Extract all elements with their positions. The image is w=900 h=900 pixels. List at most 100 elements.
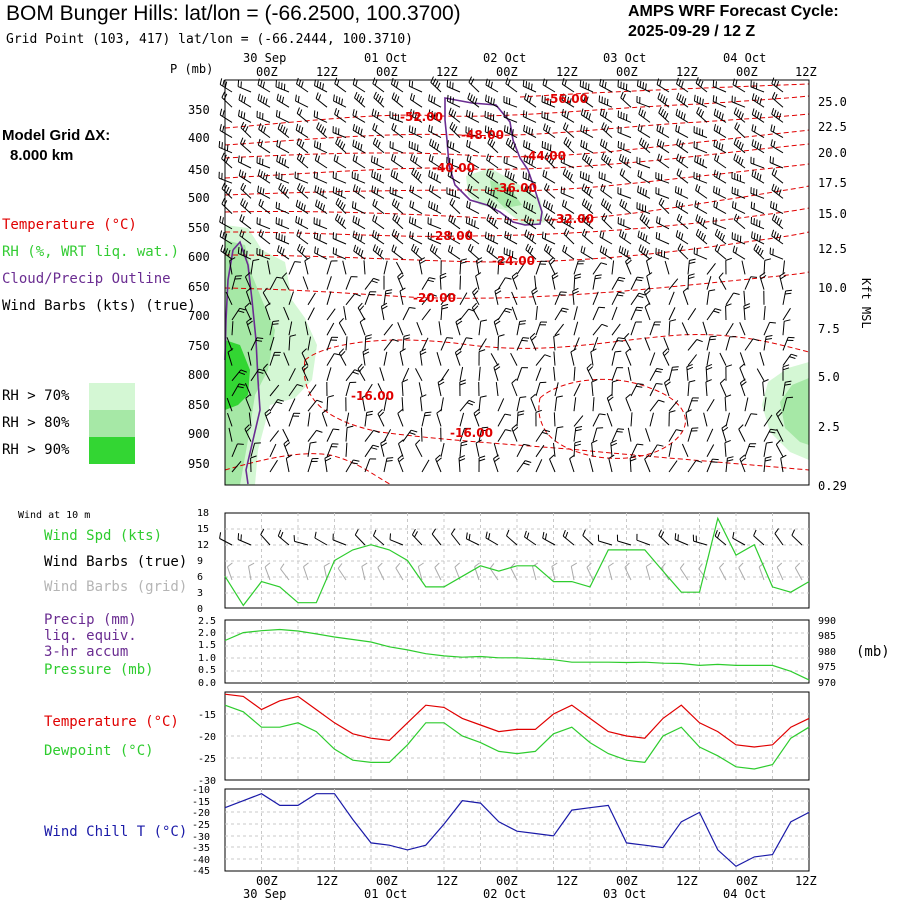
- wind-barb-flag: [683, 113, 686, 120]
- precip-accum-label: 3-hr accum: [44, 644, 129, 660]
- wind-barb-flag: [602, 247, 605, 254]
- wind-barb-staff: [655, 193, 670, 199]
- legend-cloud: Cloud/Precip Outline: [2, 271, 171, 287]
- top-date-04oct: 04 Oct: [723, 51, 766, 65]
- wind-barb-flag: [581, 228, 586, 236]
- wind-barb-flag: [686, 366, 694, 371]
- wind-barb-flag: [336, 155, 339, 163]
- temp-yticks: -15 -20 -25 -30: [198, 710, 216, 787]
- wind-barb-flag: [428, 170, 431, 177]
- wind-barb-flag: [645, 235, 648, 242]
- wind-barb-flag: [575, 429, 582, 432]
- wind-barb-staff: [581, 189, 594, 199]
- wind-barb-flag: [512, 189, 514, 197]
- wind-barb-staff: [771, 113, 784, 123]
- wind-barb-staff: [486, 219, 499, 230]
- wind-barb-flag: [265, 302, 271, 308]
- wind-barb-flag: [581, 183, 585, 190]
- wind-barb-flag: [505, 198, 509, 205]
- wind-barb-flag: [375, 139, 379, 146]
- wind-barb-flag: [430, 293, 437, 297]
- wind-barb-staff: [694, 206, 708, 215]
- wind-barb-flag: [599, 230, 602, 238]
- wind-barb-staff: [643, 291, 651, 306]
- wind-barb-flag: [675, 230, 679, 237]
- wind-barb-flag: [238, 169, 242, 176]
- wind-barb-staff: [664, 260, 670, 275]
- wind-barb-flag: [334, 77, 338, 84]
- wind-barb-flag: [239, 214, 243, 221]
- wind-barb-staff: [238, 161, 252, 169]
- wind-barb-staff: [617, 116, 632, 123]
- wind-barb-flag: [751, 169, 754, 177]
- wind-barb-flag: [403, 337, 410, 340]
- wind-barb-staff: [752, 99, 765, 108]
- wind-barb-flag: [412, 155, 416, 162]
- wind-barb-staff: [260, 534, 271, 546]
- wind-barb-staff: [459, 442, 462, 457]
- wind-barb-flag: [718, 188, 721, 195]
- wind-barb-staff: [705, 381, 708, 397]
- wind-barb-flag: [736, 109, 740, 116]
- wind-barb-flag: [481, 429, 488, 432]
- wind-barb-flag: [600, 183, 604, 191]
- wind-barb-staff: [516, 412, 519, 427]
- wind-barb-staff: [695, 220, 708, 230]
- wind-barb-flag: [410, 429, 418, 433]
- wind-barb-staff: [345, 427, 348, 442]
- wind-barb-flag: [245, 393, 251, 399]
- wind-barb-flag: [409, 108, 412, 116]
- pressure-label: Pressure (mb): [44, 662, 154, 678]
- wind-barb-staff: [523, 146, 537, 154]
- wind-barb-flag: [785, 292, 792, 295]
- wind-barb-flag: [770, 428, 777, 431]
- wind-barb-flag: [352, 139, 355, 146]
- wind-barb-flag: [715, 81, 717, 88]
- wind-barb-staff: [714, 535, 727, 546]
- htick-5: 5.0: [818, 370, 840, 384]
- wind-barb-flag: [450, 171, 453, 178]
- wind-barb-flag: [563, 228, 568, 235]
- wind-barb-flag: [586, 202, 590, 209]
- wind-barb-flag: [338, 97, 341, 104]
- wind-barb-staff: [636, 539, 651, 546]
- wind-barb-flag: [471, 302, 477, 309]
- wind-barb-staff: [447, 236, 461, 245]
- wind-barb-flag: [428, 94, 431, 101]
- wind-barb-flag: [295, 94, 297, 101]
- wind-barb-flag: [659, 140, 662, 147]
- wind-barb-flag: [410, 153, 413, 161]
- wind-barb-flag: [529, 332, 536, 338]
- wind-barb-staff: [359, 321, 366, 336]
- wind-barb-staff: [580, 145, 594, 154]
- wind-barb-flag: [640, 171, 643, 178]
- wind-barb-staff: [776, 428, 784, 442]
- wind-barb-staff: [739, 382, 746, 397]
- wind-barb-flag: [488, 155, 492, 162]
- wind-barb-flag: [676, 77, 679, 85]
- wind-barb-flag: [357, 363, 363, 370]
- wind-barb-flag: [525, 141, 528, 148]
- wind-barb-staff: [771, 219, 784, 230]
- wind-barb-flag: [656, 216, 658, 223]
- wind-barb-flag: [446, 94, 449, 102]
- wind-barb-staff: [383, 397, 388, 412]
- wind-barb-flag: [702, 219, 706, 226]
- wind-barb-flag: [296, 384, 304, 387]
- model-grid-label: Model Grid ΔX: 8.000 km: [2, 126, 110, 166]
- wind-barb-staff: [637, 191, 651, 199]
- wind-barb-staff: [415, 368, 423, 382]
- wind-barb-staff: [674, 539, 689, 546]
- wind-barb-staff: [269, 321, 274, 336]
- wind-barb-staff: [676, 98, 689, 108]
- wind-barb-flag: [281, 157, 284, 165]
- wind-barb-flag: [681, 141, 684, 149]
- wind-barb-staff: [357, 368, 366, 382]
- wind-barb-flag: [433, 97, 436, 104]
- wind-barb-flag: [221, 197, 226, 205]
- wind-barb-flag: [585, 111, 589, 119]
- wind-barb-flag: [352, 215, 355, 222]
- wind-barb-staff: [389, 117, 404, 123]
- wind-barb-staff: [364, 336, 367, 351]
- wind-barb-flag: [715, 218, 717, 225]
